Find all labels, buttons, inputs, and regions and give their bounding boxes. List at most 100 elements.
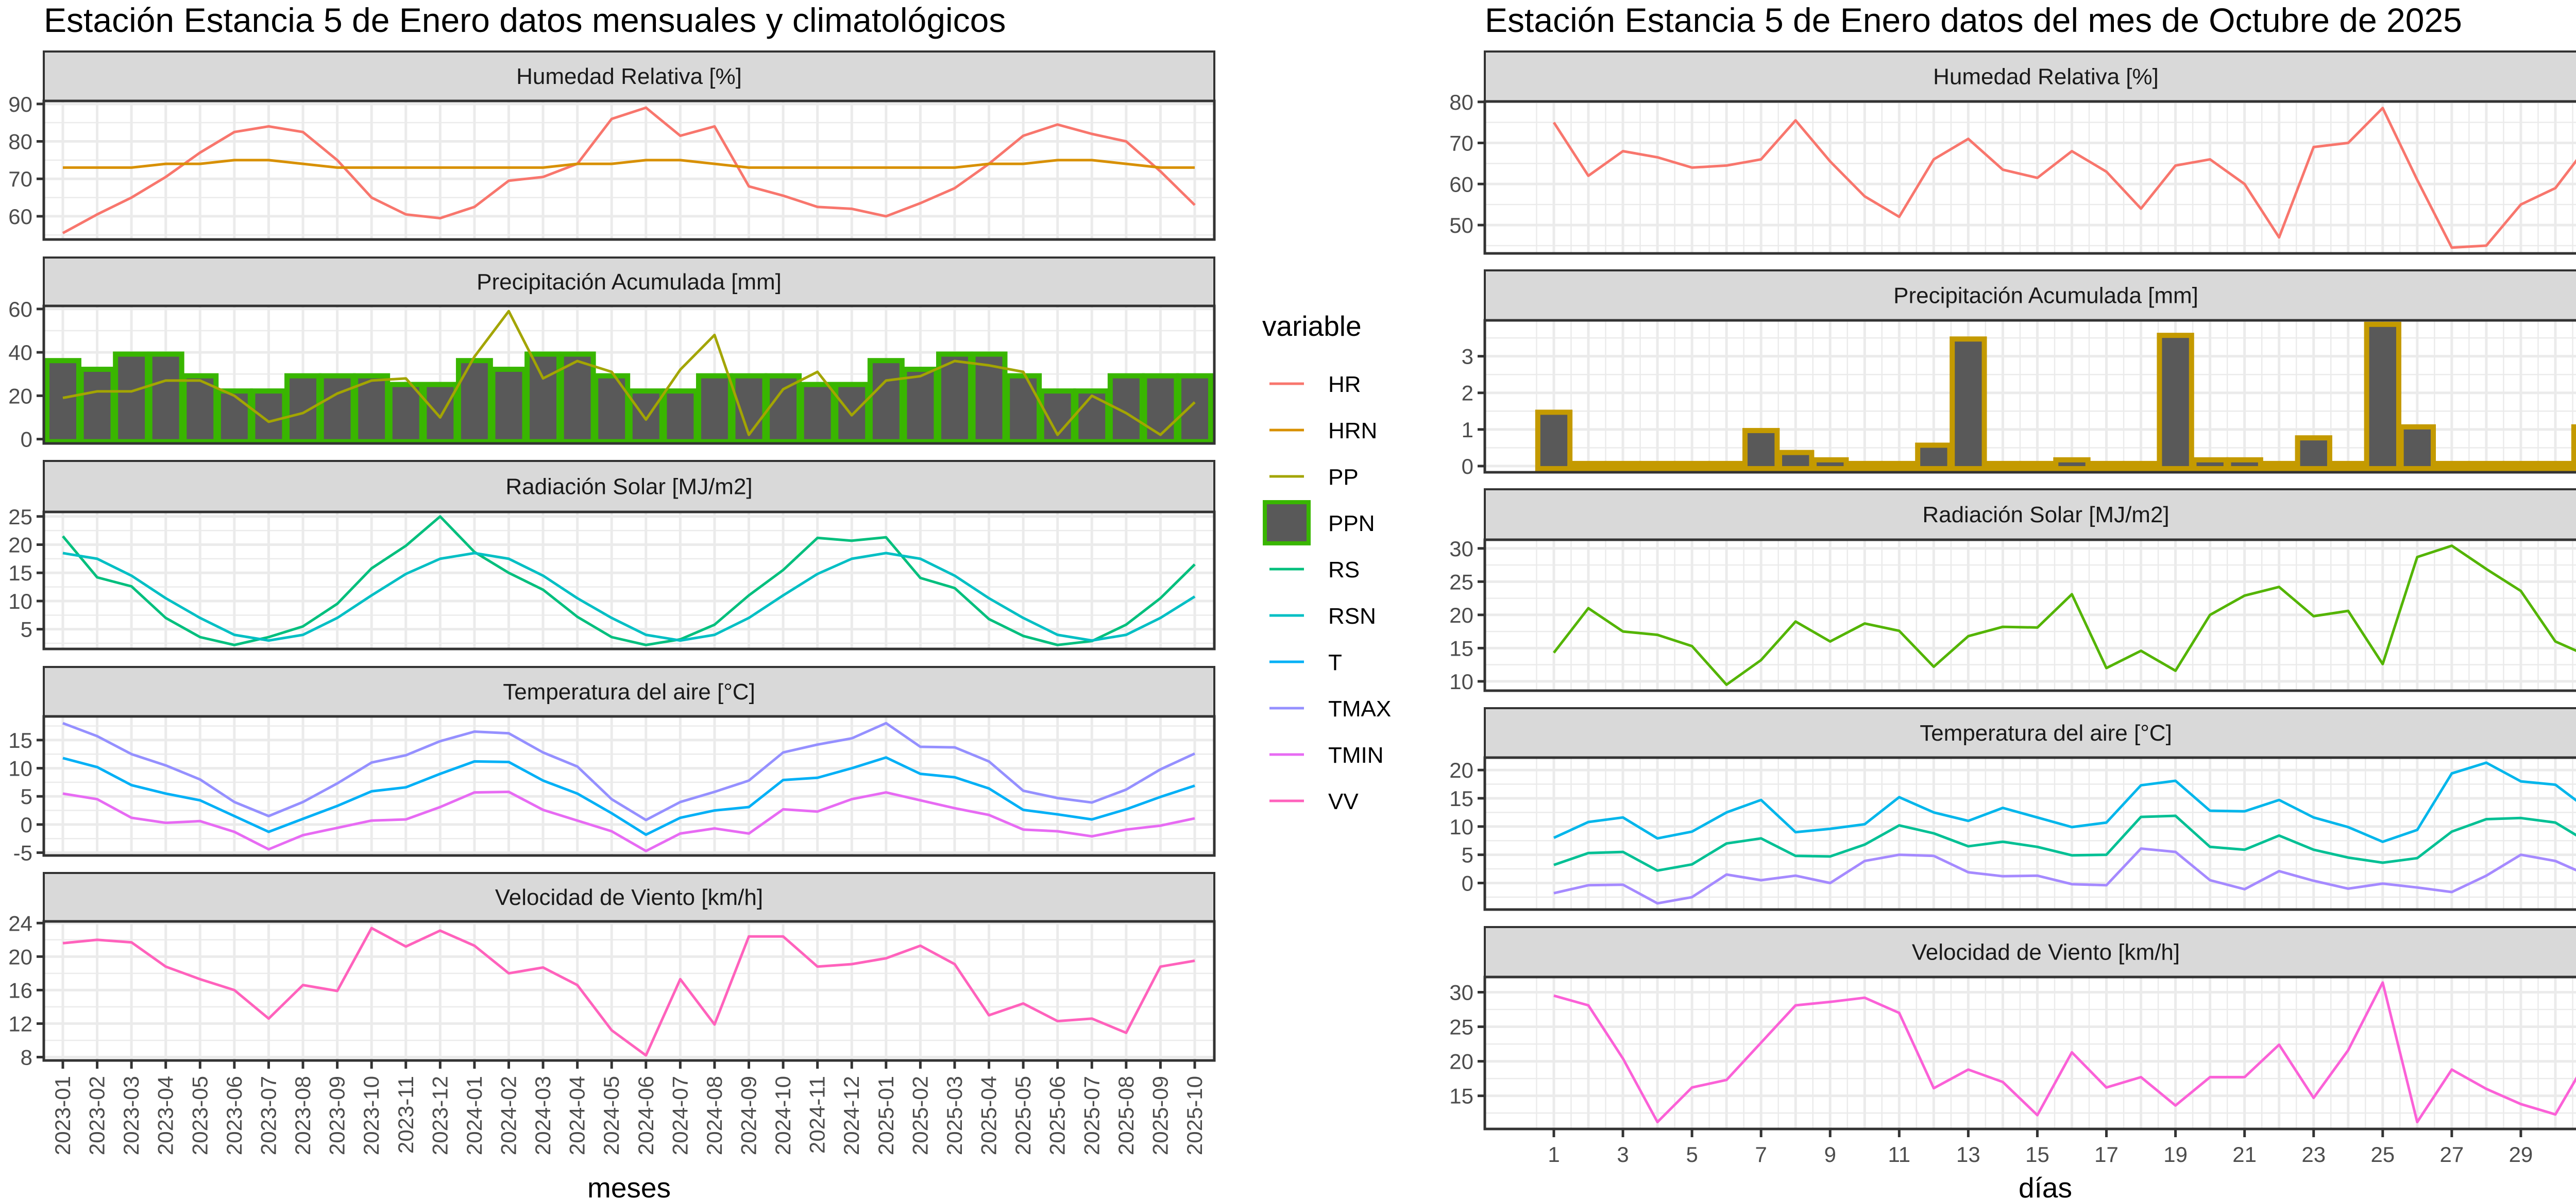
facet-strip: [43, 50, 1215, 102]
legend-item: TMIN: [1269, 743, 1384, 768]
y-tick-label: 40: [8, 340, 32, 365]
series-line-t: [62, 756, 1195, 836]
legend-key-bar: [1263, 500, 1311, 545]
legend-label: TMIN: [1328, 743, 1384, 768]
bar-ppn: [1176, 373, 1213, 444]
y-tick-label: 10: [8, 589, 32, 613]
x-tick-label: 2025-03: [942, 1076, 967, 1155]
y-tick-label: 30: [1449, 981, 1473, 1005]
legend-item: PPN: [1263, 500, 1375, 545]
x-tick-label: 2023-11: [394, 1076, 418, 1154]
bar-ppn: [490, 367, 528, 444]
legend-label: HRN: [1328, 418, 1377, 443]
x-tick-label: 3: [1617, 1142, 1629, 1167]
panel-border: [1483, 538, 2576, 692]
facet-strip-label: Radiación Solar [MJ/m2]: [505, 474, 752, 500]
bar-ppn: [833, 382, 871, 444]
facet-strip-label: Humedad Relativa [%]: [516, 64, 742, 89]
x-tick-label: 2025-09: [1148, 1076, 1172, 1155]
bar-ppn: [1005, 373, 1042, 444]
chart-title: Estación Estancia 5 de Enero datos mensu…: [44, 1, 1006, 39]
x-tick-label: 2024-09: [737, 1076, 761, 1155]
x-tick-label: 2025-08: [1114, 1076, 1138, 1155]
x-tick-label: 2025-07: [1079, 1076, 1104, 1155]
y-tick-label: 10: [1449, 670, 1473, 694]
y-tick-label: 70: [8, 167, 32, 191]
x-tick-label: 2025-04: [977, 1076, 1001, 1155]
x-tick-label: 5: [1686, 1142, 1698, 1167]
panel-border: [1483, 100, 2576, 255]
y-tick-label: 25: [1449, 1015, 1473, 1039]
facet-strip: [43, 256, 1215, 307]
y-tick-label: 0: [21, 427, 32, 452]
facet-panels: Humedad Relativa [%]50607080Precipitació…: [1449, 50, 2576, 1131]
x-tick-label: 2023-09: [325, 1076, 349, 1155]
x-tick-label: 2023-12: [428, 1076, 452, 1155]
y-tick-label: 8: [21, 1045, 32, 1069]
x-tick-label: 9: [1824, 1142, 1836, 1167]
y-tick-label: 12: [8, 1012, 32, 1036]
y-tick-label: 15: [8, 728, 32, 752]
bar-ppn: [799, 382, 836, 444]
y-tick-label: 20: [1449, 758, 1473, 782]
legend-label: RS: [1328, 557, 1360, 583]
facet-strip-label: Humedad Relativa [%]: [1933, 64, 2159, 90]
bar-pp: [1742, 427, 1780, 471]
x-tick-label: 21: [2232, 1142, 2257, 1167]
legend-label: T: [1328, 650, 1342, 675]
facet-panel: Temperatura del aire [°C] -5 0 5 10 15: [8, 666, 1216, 865]
panel-border: [1483, 756, 2576, 911]
y-tick-label: 70: [1449, 131, 1473, 156]
legend-item: RS: [1269, 557, 1360, 583]
y-tick-label: 3: [1462, 345, 1473, 369]
bar-ppn: [215, 388, 253, 444]
bar-ppn: [284, 373, 321, 444]
y-tick-label: -5: [13, 841, 32, 865]
facet-strip-label: Velocidad de Viento [km/h]: [495, 885, 763, 910]
facet-strip: [1484, 269, 2576, 321]
series-line-rsn: [62, 552, 1196, 642]
facet-strip-label: Precipitación Acumulada [mm]: [477, 269, 782, 295]
series-line-pp: [62, 310, 1196, 436]
y-tick-label: 20: [8, 533, 32, 557]
panel-border: [42, 304, 1216, 445]
x-tick-label: 2024-03: [531, 1076, 555, 1155]
facet-panel: Temperatura del aire [°C] 0 5 10 15 20: [1449, 707, 2576, 911]
series-line-tmax: [62, 722, 1196, 821]
bar-ppn: [44, 358, 81, 444]
y-tick-label: 25: [8, 505, 32, 529]
legend-item: TMAX: [1269, 696, 1391, 722]
bar-pp: [1950, 336, 1987, 471]
y-tick-label: 5: [1462, 843, 1473, 867]
bar-pp: [1673, 460, 1711, 471]
x-tick-label: 2023-07: [256, 1076, 280, 1155]
y-tick-label: 30: [1449, 537, 1473, 561]
bar-pp: [1984, 460, 2022, 471]
plot-area: [1485, 977, 2576, 1129]
bar-pp: [2088, 460, 2125, 471]
bar-pp: [1535, 409, 1573, 471]
y-tick-label: 15: [1449, 1084, 1473, 1108]
y-tick-label: 25: [1449, 570, 1473, 594]
y-tick-label: 0: [21, 813, 32, 837]
bar-ppn: [387, 382, 425, 444]
bar-pp: [2019, 460, 2056, 471]
y-tick-label: 80: [8, 130, 32, 154]
facet-strip-label: Radiación Solar [MJ/m2]: [1922, 502, 2169, 527]
x-axis: 2023-01 2023-02 2023-03 2023-04 2023-05 2023-…: [50, 1060, 1207, 1155]
facet-strip: [43, 666, 1215, 717]
x-tick-label: 2024-05: [599, 1076, 623, 1155]
bar-pp: [2433, 460, 2471, 471]
legend-item: RSN: [1269, 604, 1376, 629]
facet-panel: Radiación Solar [MJ/m2] 10 15 20 25 30: [1449, 488, 2576, 694]
bar-ppn: [421, 382, 459, 444]
y-tick-label: 5: [21, 784, 32, 809]
facet-strip-label: Precipitación Acumulada [mm]: [1893, 283, 2198, 309]
bar-pp: [2467, 460, 2505, 471]
y-tick-label: 80: [1449, 90, 1473, 114]
y-tick-label: 2: [1462, 381, 1473, 405]
panel-border: [42, 99, 1216, 241]
panel-border: [42, 510, 1216, 650]
bar-pp: [1777, 450, 1815, 471]
x-tick-label: 2023-10: [359, 1076, 383, 1155]
